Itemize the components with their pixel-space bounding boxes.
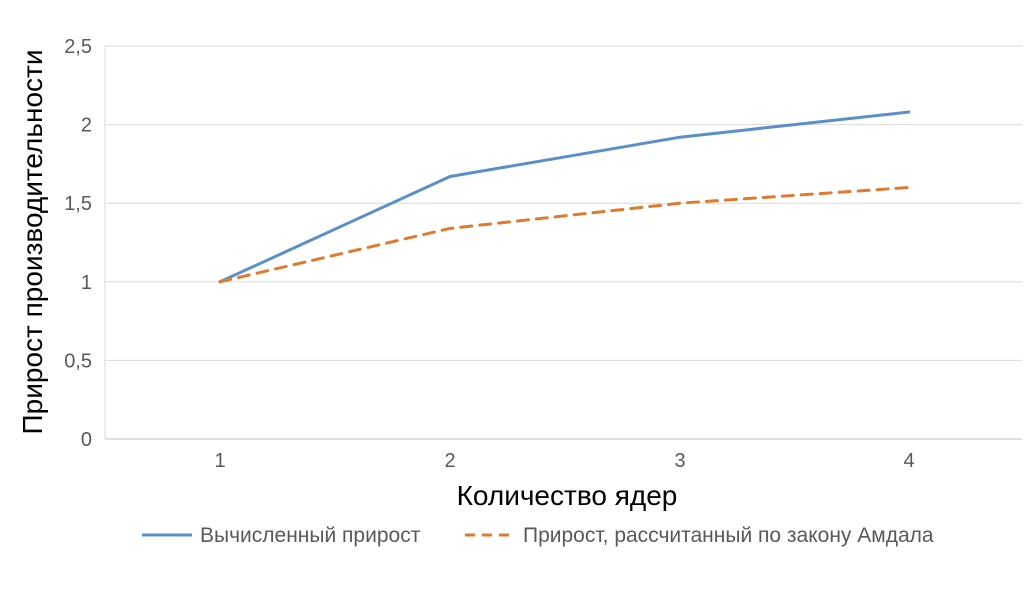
legend-label-amdahl: Прирост, рассчитанный по закону Амдала (523, 524, 934, 547)
gridlines (104, 45, 1022, 440)
y-tick-labels: 0 0,5 1 1,5 2 2,5 (64, 36, 92, 451)
x-tick-label: 2 (444, 450, 455, 472)
x-tick-label: 3 (674, 450, 685, 472)
x-tick-label: 1 (214, 450, 225, 472)
data-point (678, 135, 682, 139)
y-tick-label: 0,5 (64, 350, 92, 372)
legend-label-calculated: Вычисленный прирост (200, 524, 421, 547)
y-tick-label: 1,5 (64, 193, 92, 215)
x-axis-title: Количество ядер (457, 480, 678, 511)
legend: Вычисленный прирост Прирост, рассчитанны… (142, 524, 934, 547)
y-axis-title: Прирост производительности (17, 50, 48, 435)
data-point (218, 280, 222, 284)
x-tick-label: 4 (903, 450, 914, 472)
data-point (907, 110, 911, 114)
y-tick-label: 2 (81, 115, 92, 137)
y-tick-label: 0 (81, 429, 92, 451)
data-point (448, 226, 452, 230)
series-line-amdahl (218, 186, 911, 284)
y-tick-label: 1 (81, 272, 92, 294)
data-point (678, 201, 682, 205)
x-tick-labels: 1 2 3 4 (214, 450, 914, 472)
data-point (907, 186, 911, 190)
series-line-calculated (218, 110, 911, 284)
data-point (448, 175, 452, 179)
y-tick-label: 2,5 (64, 36, 92, 58)
series-lines (218, 110, 911, 284)
